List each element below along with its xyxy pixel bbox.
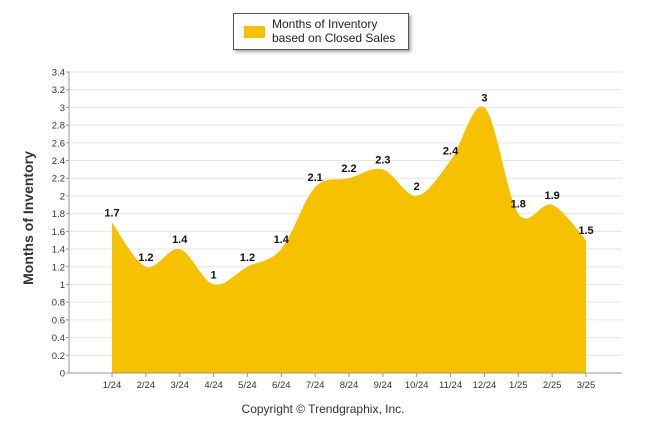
data-label: 2.3 [375,154,390,166]
x-tick-label: 4/24 [204,380,223,391]
y-tick-label: 3 [60,103,65,114]
x-tick-labels: 1/24 2/24 3/24 4/24 5/24 6/24 7/24 8/24 9/24 10/2… [103,380,596,391]
x-tick-label: 5/24 [238,380,257,391]
x-tick-label: 10/24 [405,380,429,391]
x-tick-label: 9/24 [374,380,393,391]
y-axis-label: Months of Inventory [20,151,36,285]
data-label: 1.8 [511,199,526,211]
copyright-text: Copyright © Trendgraphix, Inc. [241,402,405,416]
y-tick-label: 3.4 [52,68,65,79]
y-tick-label: 0 [60,369,65,380]
x-tick-label: 11/24 [439,380,462,391]
data-label: 2 [414,181,420,193]
y-tick-labels: 0 0.2 0.4 0.6 0.8 1 1.2 1.4 1.6 1.8 2 2.2 2.4 2.6 2.8 3… [52,68,65,380]
y-tick-label: 1.6 [52,227,65,238]
y-tick-label: 2.6 [52,138,65,149]
y-tick-label: 2.4 [52,156,65,167]
y-tick-label: 0.4 [52,333,65,344]
x-tick-label: 2/24 [137,380,156,391]
data-label: 2.1 [307,172,322,184]
y-tick-label: 2.2 [52,174,65,185]
y-tick-label: 3.2 [52,85,65,96]
data-label: 3 [481,92,487,104]
x-tick-label: 6/24 [272,380,291,391]
data-label: 1.2 [138,252,153,264]
y-tick-label: 1.8 [52,209,65,220]
data-label: 1.7 [104,208,119,220]
legend-label: Months of Inventory based on Closed Sale… [272,17,396,45]
data-label: 2.4 [443,146,459,158]
y-tick-label: 2 [60,191,65,202]
legend-swatch [244,26,265,38]
x-tick-label: 1/25 [509,380,528,391]
data-label: 1.9 [544,190,559,202]
x-tick-label: 7/24 [306,380,325,391]
x-tick-label: 12/24 [473,380,497,391]
y-tick-label: 0.2 [52,351,65,362]
data-label: 1.4 [172,234,188,246]
x-tick-label: 1/24 [103,380,122,391]
y-tick-label: 2.8 [52,121,65,132]
y-tick-label: 0.8 [52,298,65,309]
legend: Months of Inventory based on Closed Sale… [233,13,409,50]
y-tick-label: 1.4 [52,245,65,256]
y-tick-label: 1.2 [52,262,65,273]
axes [66,71,622,377]
data-label: 1 [211,269,217,281]
data-label: 2.2 [341,163,356,175]
x-tick-label: 8/24 [340,380,359,391]
x-tick-label: 3/25 [577,380,596,391]
x-tick-label: 3/24 [170,380,189,391]
area-series [112,106,586,373]
x-tick-label: 2/25 [543,380,562,391]
area-fill [112,106,586,373]
data-label: 1.5 [578,225,593,237]
y-tick-label: 1 [60,280,65,291]
y-tick-label: 0.6 [52,315,65,326]
data-label: 1.4 [274,234,290,246]
data-label: 1.2 [240,252,255,264]
data-labels: 1.7 1.2 1.4 1 1.2 1.4 2.1 2.2 2.3 2 2.4 3 1.8 1.9 1.5 [104,92,593,281]
